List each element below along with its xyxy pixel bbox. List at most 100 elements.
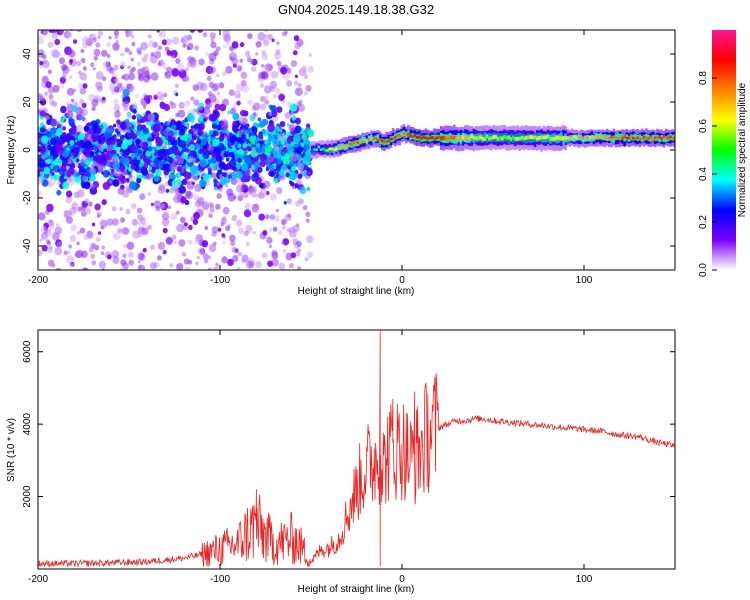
colorbar-tick-label: 0.4 (698, 167, 709, 181)
spectrogram-cell (269, 164, 275, 171)
spectrogram-cell (46, 240, 52, 246)
spectrogram-cell (172, 36, 180, 45)
spectrogram-cell (200, 138, 207, 146)
spectrogram-cell (262, 53, 268, 61)
spectrogram-cell (136, 156, 141, 160)
spectrogram-ridge-cell (437, 135, 441, 139)
spectrogram-cell (246, 145, 251, 151)
spectrogram-cell (120, 217, 126, 223)
spectrogram-cell (297, 266, 301, 270)
spectrogram-ridge-cell (361, 136, 364, 143)
y-tick-label: 2000 (22, 485, 33, 508)
spectrogram-cell (95, 271, 103, 280)
spectrogram-cell (63, 275, 70, 283)
spectrogram-cell (101, 274, 109, 283)
spectrogram-ridge-cell (557, 136, 561, 140)
spectrogram-cell (254, 193, 258, 198)
spectrogram-cell (292, 279, 296, 283)
spectrogram-cell (123, 105, 129, 112)
x-tick-label: 0 (399, 574, 405, 585)
spectrogram-cell (108, 82, 117, 92)
spectrogram-cell (126, 83, 132, 90)
spectrogram-cell (128, 123, 133, 128)
spectrogram-cell (265, 214, 270, 220)
spectrogram-cell (73, 101, 78, 107)
spectrogram-cell (47, 155, 52, 160)
spectrogram-cell (299, 18, 307, 27)
spectrogram-ridge-cell (448, 136, 452, 140)
spectrogram-cell (223, 139, 228, 145)
spectrogram-cell (305, 123, 311, 129)
spectrogram-cell (257, 166, 263, 173)
spectrogram-cell (225, 162, 232, 170)
spectrogram-cell (281, 221, 285, 225)
spectrogram-ridge-cell (621, 136, 624, 140)
spectrogram-cell (304, 257, 309, 262)
spectrogram-cell (100, 49, 108, 57)
spectrogram-cell (40, 225, 47, 233)
spectrogram-cell (56, 241, 63, 248)
spectrogram-cell (107, 144, 114, 152)
spectrogram-cell (212, 32, 217, 37)
spectrogram-cell (288, 275, 293, 280)
spectrogram-cell (80, 250, 88, 258)
spectrogram-ridge-cell (603, 136, 607, 139)
spectrogram-cell (242, 142, 248, 149)
spectrogram-cell (163, 144, 168, 150)
spectrogram-cell (270, 105, 277, 113)
spectrogram-cell (95, 71, 104, 80)
spectrogram-cell (163, 128, 172, 137)
spectrogram-cell (183, 266, 192, 270)
spectrogram-cell (227, 110, 232, 115)
spectrogram-cell (111, 149, 117, 155)
spectrogram-cell (286, 198, 293, 205)
spectrogram-ridge-cell (618, 137, 622, 141)
spectrogram-cell (241, 134, 246, 139)
spectrogram-cell (121, 86, 126, 92)
spectrogram-cell (278, 93, 285, 101)
spectrogram-cell (66, 31, 73, 38)
spectrogram-cell (61, 135, 68, 143)
spectrogram-cell (275, 166, 281, 172)
spectrogram-ridge-cell (645, 134, 648, 140)
spectrogram-ridge-cell (560, 136, 563, 141)
spectrogram-cell (92, 67, 96, 71)
spectrogram-x-ticks: -200 -100 0 100 (28, 30, 593, 286)
spectrogram-cell (215, 154, 223, 163)
spectrogram-ridge-cell (321, 147, 325, 151)
spectrogram-cell (122, 175, 125, 179)
spectrogram-cell (253, 112, 259, 118)
spectrogram-cell (137, 114, 143, 120)
spectrogram-cell (136, 61, 141, 66)
spectrogram-cell (202, 151, 210, 160)
spectrogram-cell (209, 66, 216, 74)
spectrogram-ridge-cell (359, 141, 362, 145)
spectrogram-cell (81, 116, 86, 122)
spectrogram-cell (261, 30, 265, 31)
spectrogram-ridge-cell (461, 135, 465, 139)
snr-series-line (38, 330, 675, 568)
spectrogram-cell (60, 165, 67, 172)
spectrogram-cell (106, 53, 111, 58)
spectrogram-ridge-cell (667, 136, 670, 140)
spectrogram-cell (57, 168, 61, 173)
spectrogram-ridge-cell (511, 135, 515, 140)
spectrogram-cell (224, 151, 231, 158)
spectrogram-cell (97, 164, 106, 173)
spectrogram-ridge-cell (623, 135, 626, 138)
spectrogram-cell (210, 157, 217, 164)
spectrogram-cell (57, 146, 65, 154)
spectrogram-cell (307, 129, 315, 138)
spectrogram-cell (128, 251, 134, 258)
spectrogram-cell (170, 212, 178, 221)
spectrogram-cell (286, 123, 290, 127)
spectrogram-cell (197, 129, 204, 136)
spectrogram-cell (93, 56, 98, 61)
spectrogram-cell (54, 226, 63, 235)
spectrogram-cell (148, 166, 152, 171)
spectrogram-ridge-cell (645, 137, 648, 141)
spectrogram-ridge-cell (398, 134, 401, 137)
spectrogram-cell (60, 117, 65, 123)
spectrogram-cell (172, 159, 177, 164)
spectrogram-cell (238, 148, 243, 154)
